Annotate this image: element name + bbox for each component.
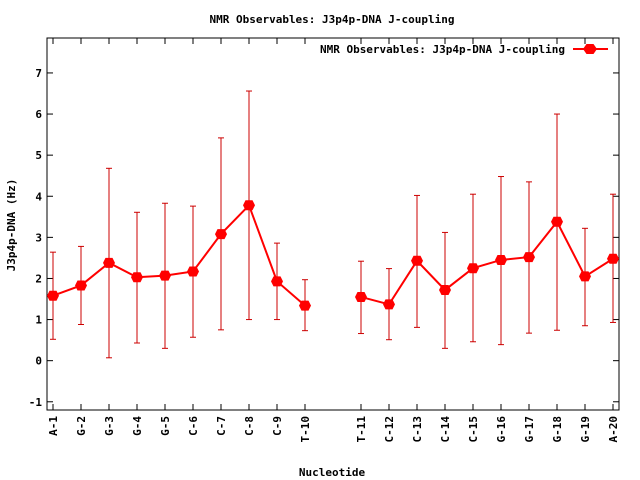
plot-area-frame bbox=[46, 37, 620, 411]
data-point bbox=[579, 271, 591, 282]
x-tick-label: G-18 bbox=[551, 416, 564, 443]
data-point bbox=[103, 257, 115, 268]
data-point bbox=[551, 216, 563, 227]
x-tick-label: A-1 bbox=[47, 416, 60, 436]
data-point bbox=[299, 300, 311, 311]
y-tick-label: 3 bbox=[35, 231, 42, 244]
y-tick-label: 6 bbox=[35, 108, 42, 121]
y-tick-label: 5 bbox=[35, 149, 42, 162]
y-tick-label: -1 bbox=[29, 396, 43, 409]
x-tick-label: C-13 bbox=[411, 416, 424, 443]
x-tick-label: C-7 bbox=[215, 416, 228, 436]
series-line bbox=[52, 203, 306, 307]
x-tick-label: G-3 bbox=[103, 416, 116, 436]
data-point bbox=[75, 280, 87, 291]
y-axis: -1 0 1 2 3 4 5 6 7 bbox=[29, 67, 619, 409]
x-tick-label: C-15 bbox=[467, 416, 480, 443]
x-axis: A-1 G-2 G-3 G-4 G-5 C-6 C-7 C-8 C-9 T-10 T-11 C-12 C… bbox=[47, 38, 620, 443]
y-axis-label: J3p4p-DNA (Hz) bbox=[5, 179, 18, 272]
data-point bbox=[495, 254, 507, 265]
data-point bbox=[243, 200, 255, 211]
data-point bbox=[159, 270, 171, 281]
data-point bbox=[187, 266, 199, 277]
series-group bbox=[47, 90, 619, 359]
x-tick-label: G-5 bbox=[159, 416, 172, 436]
x-tick-label: G-17 bbox=[523, 416, 536, 443]
x-tick-label: G-4 bbox=[131, 416, 144, 436]
data-point bbox=[467, 263, 479, 274]
data-point bbox=[355, 291, 367, 302]
x-tick-label: C-9 bbox=[271, 416, 284, 436]
y-tick-label: 4 bbox=[35, 190, 42, 203]
data-point bbox=[215, 229, 227, 240]
data-point bbox=[411, 255, 423, 266]
data-point bbox=[47, 290, 59, 301]
x-axis-label: Nucleotide bbox=[299, 466, 366, 479]
y-tick-label: 7 bbox=[35, 67, 42, 80]
x-tick-label: C-14 bbox=[439, 416, 452, 443]
data-point bbox=[523, 252, 535, 263]
x-tick-label: G-16 bbox=[495, 416, 508, 443]
y-tick-label: 2 bbox=[35, 272, 42, 285]
data-point bbox=[439, 284, 451, 295]
x-tick-label: C-8 bbox=[243, 416, 256, 436]
legend: NMR Observables: J3p4p-DNA J-coupling bbox=[320, 43, 608, 56]
x-tick-label: C-12 bbox=[383, 416, 396, 443]
y-tick-label: 1 bbox=[35, 314, 42, 327]
data-point bbox=[271, 276, 283, 287]
legend-label: NMR Observables: J3p4p-DNA J-coupling bbox=[320, 43, 565, 56]
y-tick-label: 0 bbox=[35, 355, 42, 368]
x-tick-label: G-2 bbox=[75, 416, 88, 436]
data-point bbox=[607, 253, 619, 264]
data-point bbox=[383, 299, 395, 310]
legend-marker bbox=[583, 44, 597, 54]
x-tick-label: T-10 bbox=[299, 416, 312, 443]
chart-title: NMR Observables: J3p4p-DNA J-coupling bbox=[209, 13, 454, 26]
x-tick-label: A-20 bbox=[607, 416, 620, 443]
x-tick-label: C-6 bbox=[187, 416, 200, 436]
x-tick-label: T-11 bbox=[355, 416, 368, 443]
series-line bbox=[360, 219, 614, 306]
x-tick-label: G-19 bbox=[579, 416, 592, 443]
data-point bbox=[131, 272, 143, 283]
